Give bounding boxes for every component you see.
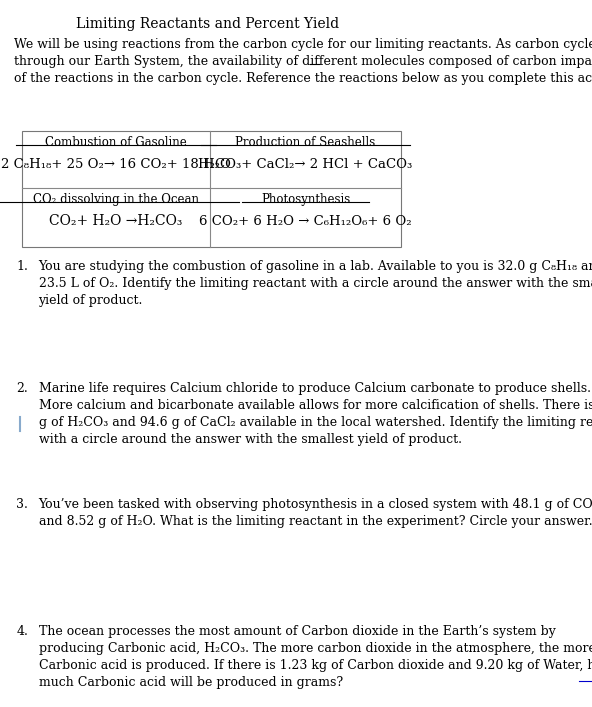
Text: 2.: 2.: [17, 382, 28, 395]
Text: 4.: 4.: [17, 625, 28, 638]
Text: 1.: 1.: [17, 260, 28, 273]
Text: You are studying the combustion of gasoline in a lab. Available to you is 32.0 g: You are studying the combustion of gasol…: [38, 260, 592, 307]
Text: Marine life requires Calcium chloride to produce Calcium carbonate to produce sh: Marine life requires Calcium chloride to…: [38, 382, 592, 446]
Text: 6 CO₂+ 6 H₂O → C₆H₁₂O₆+ 6 O₂: 6 CO₂+ 6 H₂O → C₆H₁₂O₆+ 6 O₂: [199, 215, 412, 228]
Text: Combustion of Gasoline: Combustion of Gasoline: [45, 136, 186, 148]
Text: 2 C₈H₁₈+ 25 O₂→ 16 CO₂+ 18 H₂O: 2 C₈H₁₈+ 25 O₂→ 16 CO₂+ 18 H₂O: [1, 158, 231, 172]
Text: H₂CO₃+ CaCl₂→ 2 HCl + CaCO₃: H₂CO₃+ CaCl₂→ 2 HCl + CaCO₃: [198, 158, 413, 172]
Text: We will be using reactions from the carbon cycle for our limiting reactants. As : We will be using reactions from the carb…: [14, 38, 592, 86]
Text: The ocean processes the most amount of Carbon dioxide in the Earth’s system by
p: The ocean processes the most amount of C…: [38, 625, 592, 689]
Text: CO₂ dissolving in the Ocean: CO₂ dissolving in the Ocean: [33, 193, 199, 206]
Text: You’ve been tasked with observing photosynthesis in a closed system with 48.1 g : You’ve been tasked with observing photos…: [38, 498, 592, 527]
Text: CO₂+ H₂O →H₂CO₃: CO₂+ H₂O →H₂CO₃: [49, 214, 182, 228]
Text: Photosynthesis: Photosynthesis: [261, 193, 350, 206]
Text: Production of Seashells: Production of Seashells: [236, 136, 376, 148]
Text: Limiting Reactants and Percent Yield: Limiting Reactants and Percent Yield: [76, 17, 339, 31]
Text: 3.: 3.: [17, 498, 28, 510]
